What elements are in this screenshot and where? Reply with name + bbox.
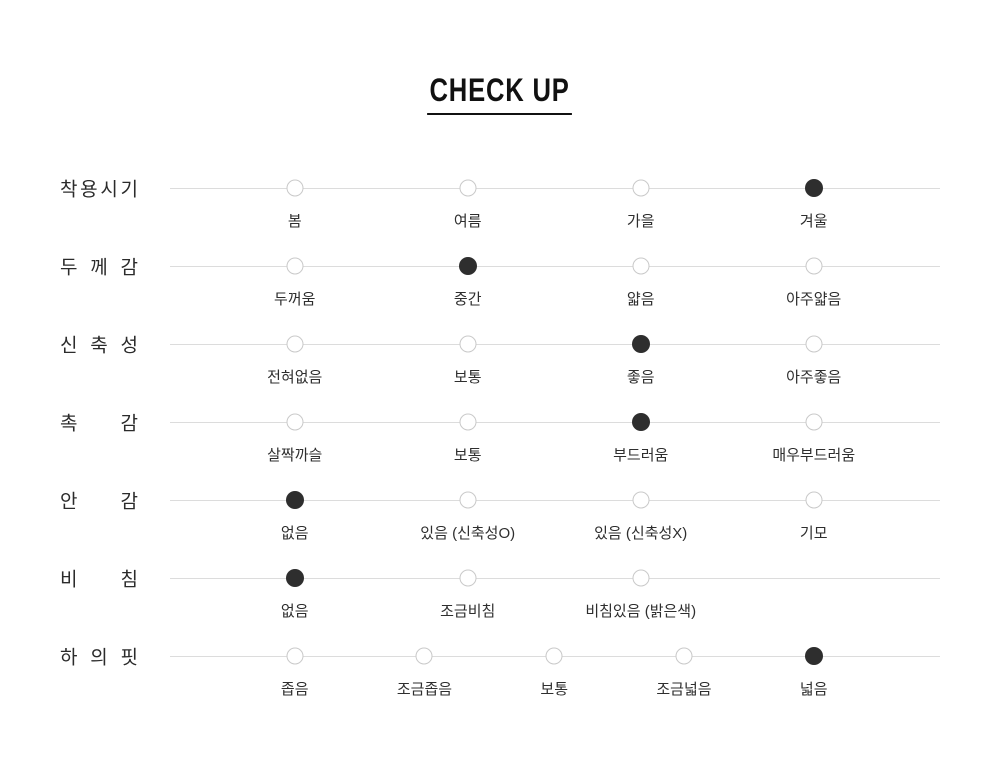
option-dot-selected — [804, 647, 823, 665]
option-label: 좁음 — [280, 681, 309, 698]
row-label-char: 침 — [120, 569, 138, 591]
option-dot — [459, 491, 477, 509]
page-title: CHECK UP — [427, 74, 573, 115]
option-dot-selected — [804, 179, 823, 197]
option-label: 없음 — [280, 603, 309, 620]
option-dot — [632, 179, 650, 197]
option-dot-selected — [285, 569, 304, 587]
option-label: 중간 — [453, 291, 482, 308]
option-dot — [286, 413, 304, 431]
option-label: 조금좁음 — [396, 681, 453, 698]
option-label: 전혀없음 — [267, 369, 323, 386]
option-label: 겨울 — [799, 213, 828, 230]
row-label-char: 두 — [60, 257, 78, 279]
option-dot-selected — [631, 335, 650, 353]
option-label: 살짝까슬 — [267, 447, 323, 464]
scale-line — [170, 188, 940, 189]
option-dot-selected — [458, 257, 477, 275]
option-label: 매우부드러움 — [772, 447, 856, 464]
option-label: 없음 — [280, 525, 309, 542]
row-label-char: 신 — [60, 335, 78, 357]
checkup-row: 촉 감 살짝까슬 보통 부드러움 매우부드러움 — [0, 402, 1000, 480]
scale-line — [170, 344, 940, 345]
option-label: 여름 — [453, 213, 482, 230]
row-label-char: 시 — [100, 179, 118, 201]
option-label: 보통 — [453, 369, 482, 386]
row-label-char: 비 — [60, 569, 78, 591]
option-dot — [675, 647, 693, 665]
option-dot — [805, 413, 823, 431]
row-label-char: 핏 — [120, 647, 138, 669]
option-label: 봄 — [287, 213, 302, 230]
option-label: 보통 — [540, 681, 569, 698]
row-label-char: 축 — [90, 335, 108, 357]
option-label: 부드러움 — [613, 447, 669, 464]
checkup-row: 안 감 없음 있음 (신축성O) 있음 (신축성X) 기모 — [0, 480, 1000, 558]
option-label: 조금넓음 — [656, 681, 712, 698]
option-label: 얇음 — [626, 291, 655, 308]
option-label: 있음 (신축성O) — [420, 525, 516, 542]
title-wrap: CHECK UP — [0, 74, 1000, 115]
option-dot — [286, 179, 304, 197]
option-dot-selected — [631, 413, 650, 431]
option-label: 두꺼움 — [274, 291, 316, 308]
option-dot — [632, 257, 650, 275]
option-dot — [805, 491, 823, 509]
option-dot — [805, 335, 823, 353]
option-dot — [459, 335, 477, 353]
option-label: 넓음 — [799, 681, 828, 698]
row-label-char: 용 — [80, 179, 98, 201]
option-label: 좋음 — [626, 369, 655, 386]
row-label-char: 하 — [60, 647, 78, 669]
scale-line — [170, 578, 940, 579]
option-dot — [459, 569, 477, 587]
option-dot — [632, 491, 650, 509]
row-label-char: 안 — [60, 491, 78, 513]
option-dot — [286, 647, 304, 665]
option-label: 아주얇음 — [786, 291, 842, 308]
option-dot — [459, 413, 477, 431]
row-label-char: 감 — [120, 413, 138, 435]
row-label-char: 의 — [90, 647, 108, 669]
option-dot-selected — [285, 491, 304, 509]
option-dot — [415, 647, 433, 665]
option-dot — [805, 257, 823, 275]
option-label: 비침있음 (밝은색) — [585, 603, 697, 620]
scale-line — [170, 422, 940, 423]
option-label: 가을 — [626, 213, 655, 230]
option-dot — [286, 257, 304, 275]
checkup-rows: 착 용 시 기 봄 여름 가을 겨울 두 께 감 두꺼움 중간 얇음 아주얇음 신 축 성 전혀없음 보통 좋음 아주좋음… — [0, 168, 1000, 714]
row-label-char: 촉 — [60, 413, 78, 435]
scale-line — [170, 266, 940, 267]
scale-line — [170, 500, 940, 501]
row-label-char: 착 — [60, 179, 78, 201]
option-label: 보통 — [453, 447, 482, 464]
option-dot — [545, 647, 563, 665]
row-label-char: 감 — [120, 257, 138, 279]
option-label: 조금비침 — [440, 603, 496, 620]
checkup-row: 비 침 없음 조금비침 비침있음 (밝은색) — [0, 558, 1000, 636]
row-label-char: 성 — [120, 335, 138, 357]
option-label: 아주좋음 — [786, 369, 842, 386]
option-label: 있음 (신축성X) — [594, 525, 688, 542]
option-dot — [632, 569, 650, 587]
option-label: 기모 — [799, 525, 828, 542]
option-dot — [286, 335, 304, 353]
option-dot — [459, 179, 477, 197]
row-label-char: 기 — [120, 179, 138, 201]
row-label-char: 감 — [120, 491, 138, 513]
row-label-char: 께 — [90, 257, 108, 279]
